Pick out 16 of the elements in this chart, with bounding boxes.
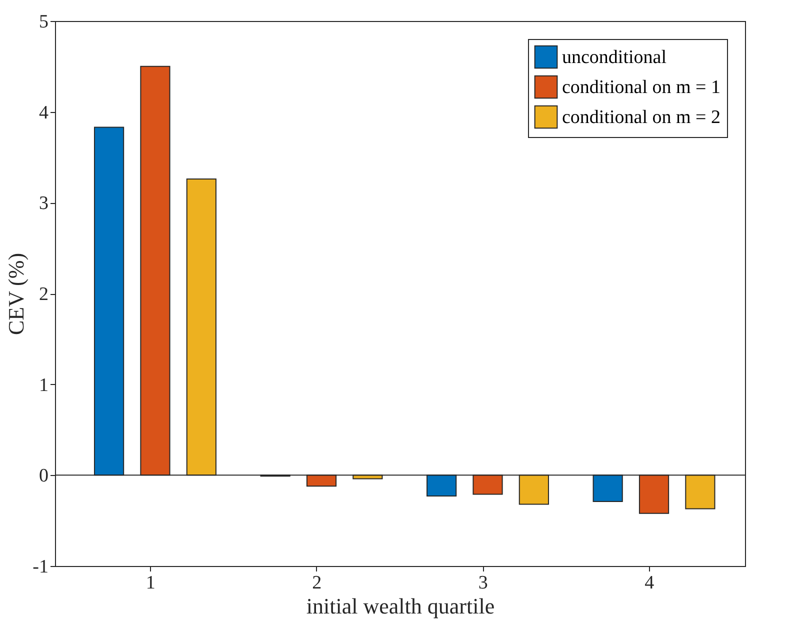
- y-tick-label: -1: [32, 556, 48, 578]
- y-axis-title: CEV (%): [4, 252, 29, 336]
- legend-label: conditional on m = 2: [562, 107, 720, 128]
- x-tick-label: 3: [478, 572, 488, 594]
- y-tick-label: 5: [39, 12, 48, 32]
- y-tick-label: 1: [39, 374, 48, 396]
- x-tick-label: 1: [146, 572, 156, 594]
- y-tick-label: 2: [39, 284, 48, 305]
- y-tick-label: 0: [39, 466, 48, 487]
- legend-label: conditional on m = 1: [562, 77, 720, 98]
- y-tick-label: 4: [39, 102, 49, 124]
- x-tick-label: 4: [644, 572, 655, 594]
- legend-label: unconditional: [562, 47, 666, 68]
- y-tick-label: 3: [39, 193, 48, 214]
- x-axis-title: initial wealth quartile: [306, 594, 495, 618]
- x-tick-label: 2: [312, 572, 322, 594]
